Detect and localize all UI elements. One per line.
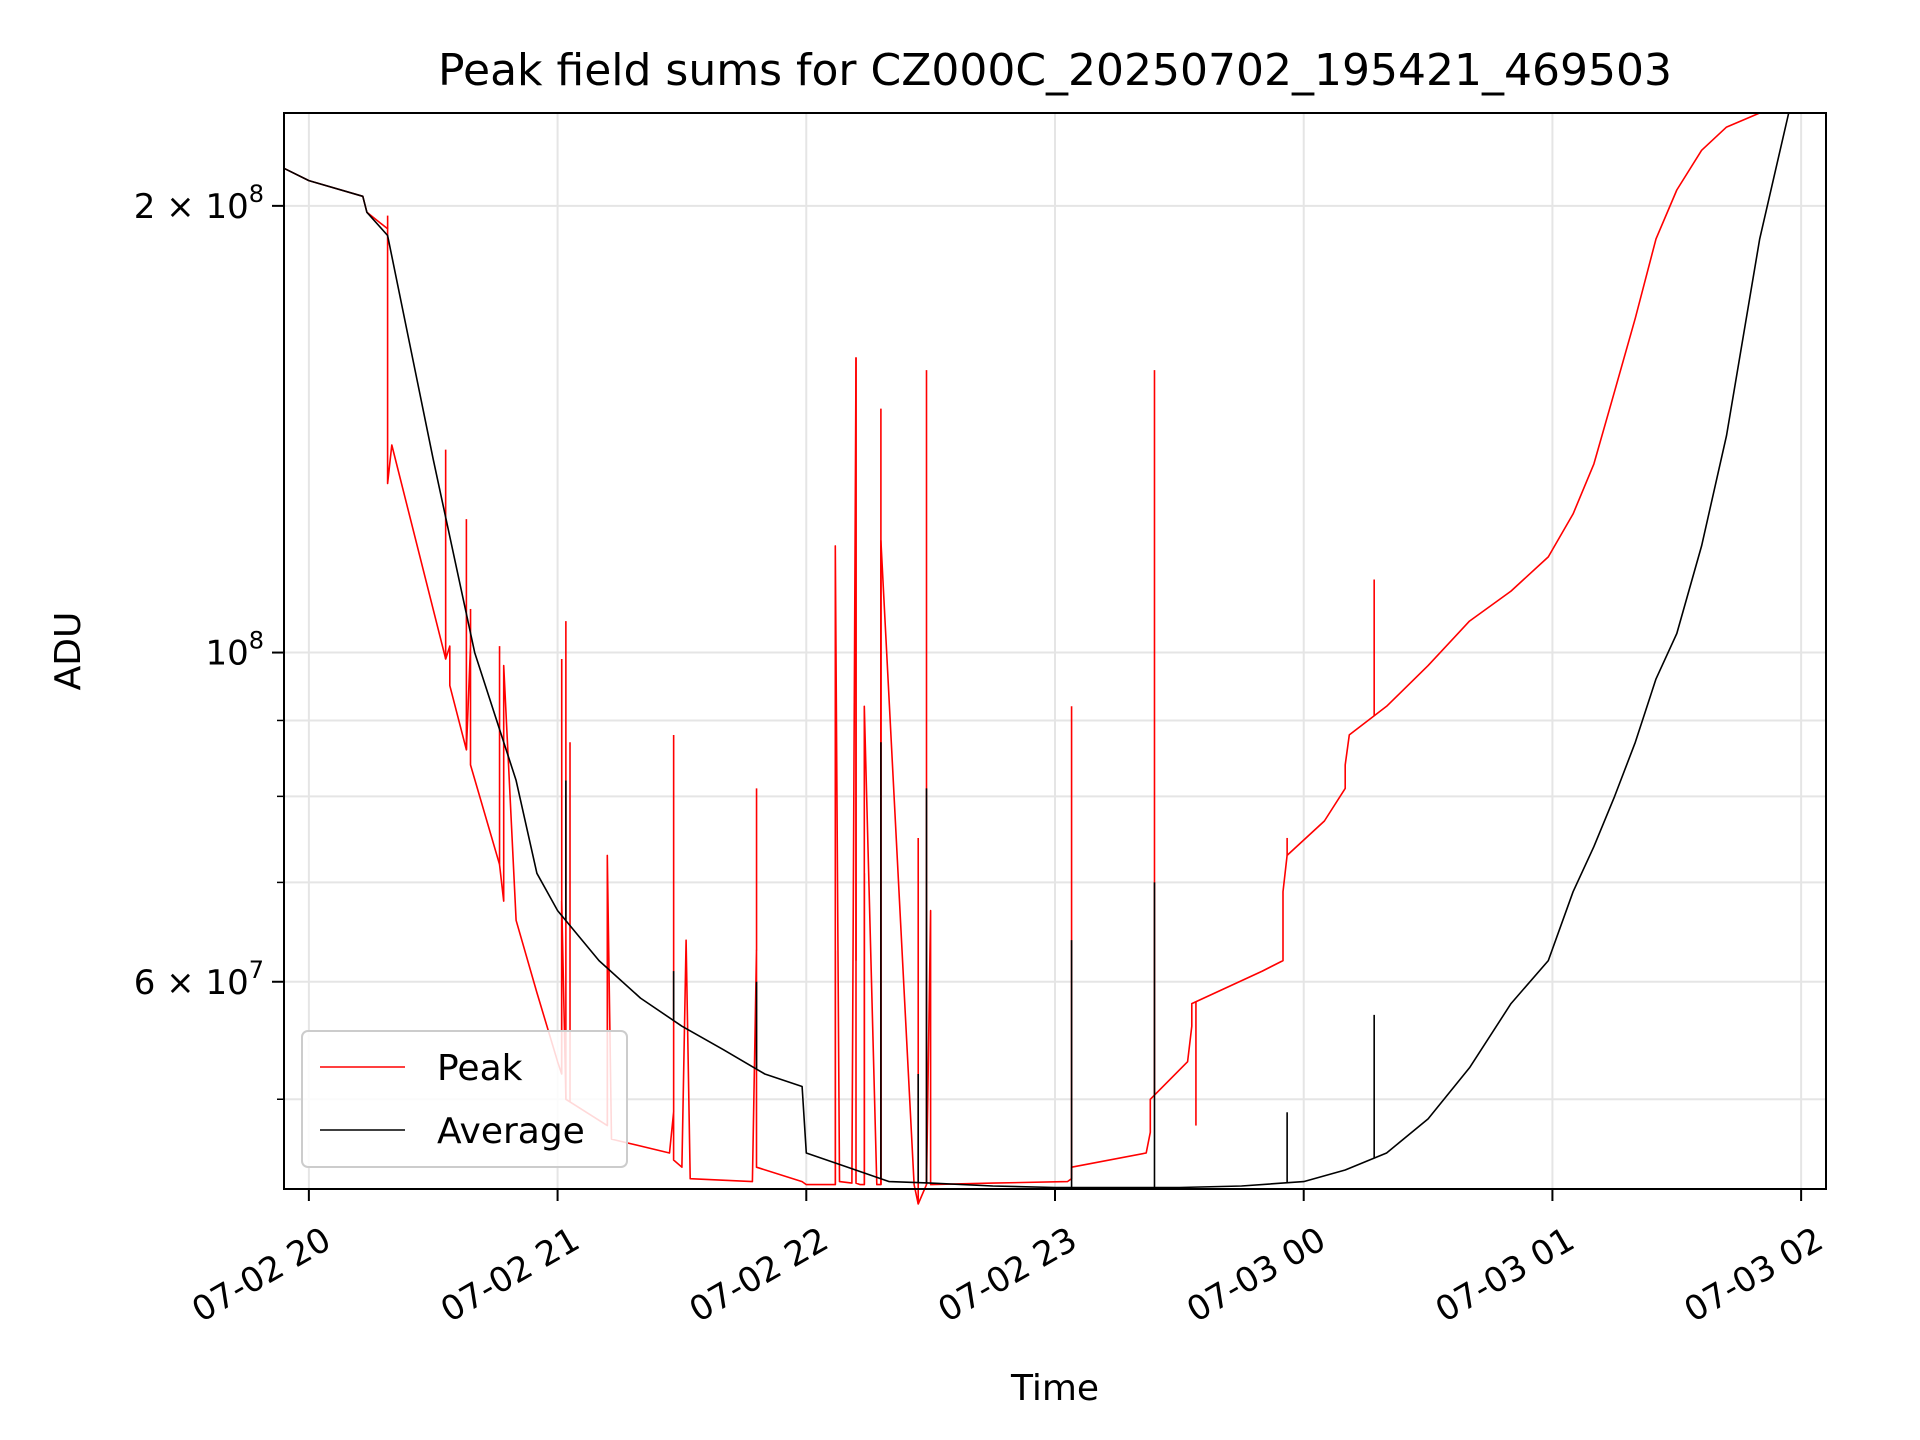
series-lines: [283, 112, 1790, 1205]
legend-average-label: Average: [437, 1111, 585, 1152]
series-line-peak: [283, 112, 1789, 1205]
y-tick-label: 6 × 107: [134, 956, 264, 1003]
legend-peak-label: Peak: [437, 1048, 523, 1089]
legend-box: [301, 1030, 628, 1168]
y-axis-label: ADU: [48, 612, 89, 691]
chart-title: Peak field sums for CZ000C_20250702_1954…: [438, 45, 1672, 96]
y-tick-label: 108: [205, 627, 264, 674]
series-line-average: [283, 112, 1790, 1189]
legend: Peak Average: [301, 1030, 628, 1168]
y-axis-ticks: 108 2 × 108 6 × 107: [134, 180, 284, 1101]
x-axis-label: Time: [1010, 1368, 1099, 1409]
y-tick-label: 2 × 108: [134, 180, 264, 227]
